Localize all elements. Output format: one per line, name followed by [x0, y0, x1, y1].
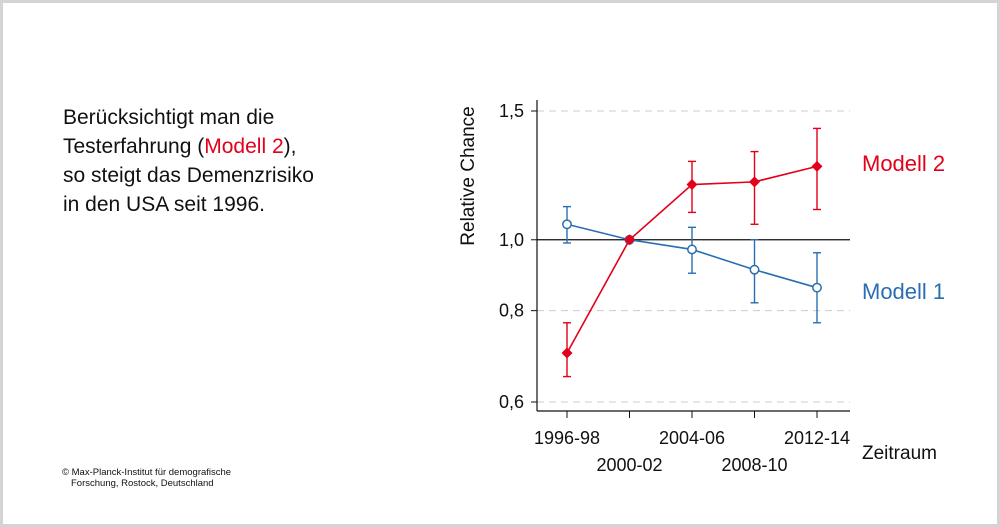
series-layer [561, 127, 823, 378]
modell-2-label: Modell 2 [862, 151, 945, 176]
modell-2-point [624, 234, 635, 246]
axis-layer: 0,6 0,8 1,0 1,5 1996-98 2000-02 2004-06 2008-10… [458, 100, 937, 475]
y-tick-label: 0,6 [499, 392, 524, 412]
headline-line-2: Testerfahrung (Modell 2), [63, 132, 363, 161]
headline-line-2-post: ), [283, 135, 297, 158]
headline-text: Berücksichtigt man die Testerfahrung (Mo… [63, 103, 363, 219]
y-tick-label: 1,0 [499, 230, 524, 250]
modell-1-point [749, 264, 760, 275]
headline-model2-highlight: Modell 2 [204, 135, 284, 158]
y-tick-label: 0,8 [499, 301, 524, 321]
grid-layer [537, 110, 850, 403]
label-layer: Modell 1 Modell 2 [862, 151, 945, 304]
y-tick-label: 1,5 [499, 101, 524, 121]
modell-1-point [687, 244, 697, 255]
copyright-notice: © Max-Planck-Institut für demografische … [62, 467, 231, 489]
modell-1-point [812, 282, 822, 293]
y-axis-title: Relative Chance [458, 106, 479, 245]
modell-1-label: Modell 1 [862, 279, 945, 304]
modell-2-point [561, 347, 573, 359]
x-tick-label: 2012-14 [784, 428, 850, 448]
copyright-line-2: Forschung, Rostock, Deutschland [71, 478, 214, 489]
copyright-line-1: © Max-Planck-Institut für demografische [62, 467, 232, 478]
headline-line-1: Berücksichtigt man die [63, 106, 275, 129]
headline-line-2-pre: Testerfahrung ( [63, 135, 205, 158]
x-tick-label: 2000-02 [596, 455, 662, 475]
headline-line-4: in den USA seit 1996. [63, 193, 265, 216]
modell-1-point [562, 219, 572, 230]
x-tick-label: 2008-10 [721, 455, 787, 475]
modell-2-point [749, 176, 760, 188]
headline-line-3: so steigt das Demenzrisiko [63, 164, 314, 187]
x-axis-title: Zeitraum [862, 443, 937, 464]
modell-2-point [811, 160, 823, 172]
x-tick-label: 1996-98 [534, 428, 600, 448]
x-tick-label: 2004-06 [659, 428, 725, 448]
modell-2-point [686, 179, 698, 191]
